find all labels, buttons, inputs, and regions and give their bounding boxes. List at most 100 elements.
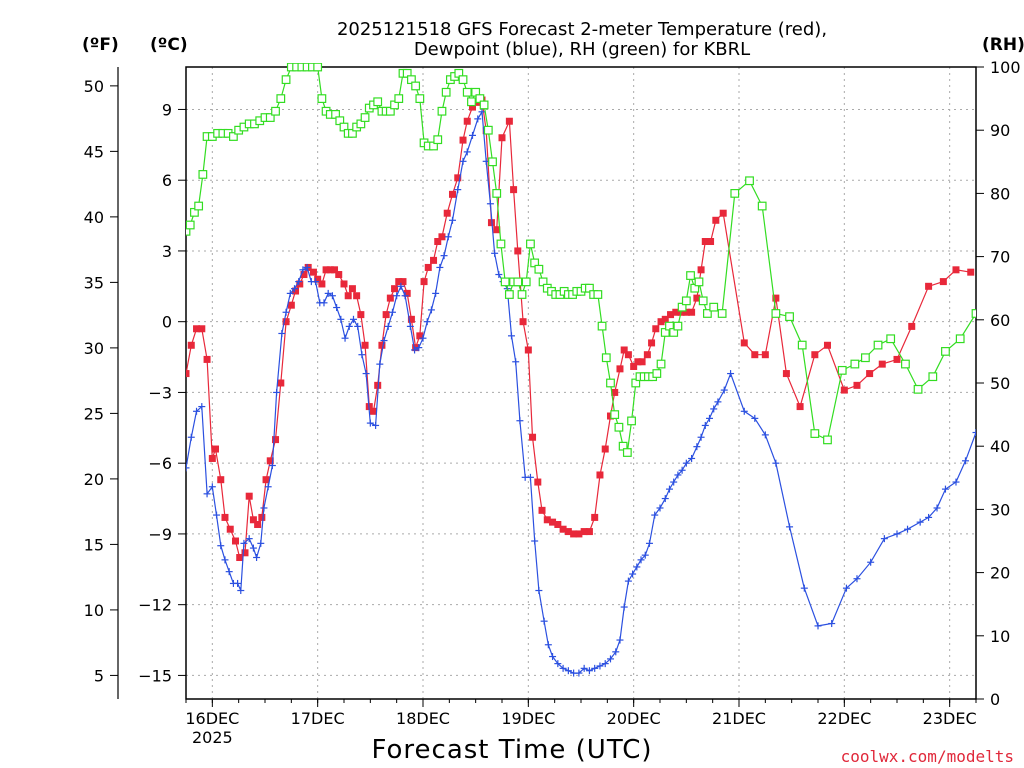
rh-point bbox=[433, 135, 443, 145]
dewpoint-point bbox=[596, 662, 604, 670]
dewpoint-point bbox=[436, 263, 444, 271]
temperature-point bbox=[335, 271, 343, 279]
dewpoint-point bbox=[411, 346, 419, 354]
temperature-point bbox=[186, 370, 190, 378]
plot-frame bbox=[185, 66, 977, 700]
dewpoint-point bbox=[257, 539, 265, 547]
temperature-point bbox=[575, 530, 583, 538]
temperature-point bbox=[322, 266, 330, 274]
temperature-point bbox=[434, 238, 442, 246]
dewpoint-point bbox=[880, 535, 888, 543]
temperature-point bbox=[624, 351, 632, 359]
credit-text: coolwx.com/modelts bbox=[841, 747, 1014, 766]
dewpoint-point bbox=[213, 511, 221, 519]
fahrenheit-tick-label: 15 bbox=[84, 535, 104, 554]
rh-point bbox=[601, 353, 611, 363]
dewpoint-point bbox=[693, 443, 701, 451]
celsius-tick-label: −15 bbox=[138, 666, 172, 685]
dewpoint-point bbox=[688, 454, 696, 462]
rh-point bbox=[709, 302, 719, 312]
temperature-point bbox=[543, 516, 551, 524]
rh-point bbox=[941, 347, 950, 356]
temperature-point bbox=[811, 351, 819, 359]
rh-point bbox=[610, 410, 620, 419]
dewpoint-point bbox=[349, 315, 357, 323]
rh-point bbox=[886, 334, 896, 344]
temperature-point bbox=[853, 381, 861, 389]
dewpoint-point bbox=[526, 473, 534, 481]
dewpoint-point bbox=[867, 558, 875, 566]
rh-point bbox=[698, 296, 708, 306]
rh-point bbox=[652, 369, 662, 378]
temperature-point bbox=[657, 318, 665, 326]
dewpoint-point bbox=[440, 252, 448, 260]
temperature-point bbox=[761, 351, 769, 359]
celsius-tick-label: −3 bbox=[148, 383, 172, 402]
dewpoint-point bbox=[814, 622, 822, 630]
dewpoint-point bbox=[333, 304, 341, 312]
temperature-point bbox=[534, 478, 542, 486]
temperature-point bbox=[454, 174, 462, 182]
temperature-point bbox=[391, 285, 399, 293]
rh-point bbox=[971, 309, 976, 318]
dewpoint-point bbox=[842, 584, 850, 592]
x-tick-label: 16DEC bbox=[185, 709, 239, 728]
dewpoint-point bbox=[800, 584, 808, 592]
rh-point bbox=[757, 201, 767, 211]
dewpoint-point bbox=[282, 308, 290, 316]
temperature-point bbox=[601, 445, 609, 453]
dewpoint-point bbox=[187, 433, 195, 441]
temperature-point bbox=[634, 358, 642, 366]
dewpoint-point bbox=[427, 306, 435, 314]
celsius-tick-label: −9 bbox=[148, 525, 172, 544]
temperature-point bbox=[549, 518, 557, 526]
temperature-point bbox=[287, 301, 295, 309]
dewpoint-point bbox=[495, 271, 503, 279]
dewpoint-point bbox=[463, 148, 471, 156]
x-tick-label: 22DEC bbox=[817, 709, 871, 728]
temperature-point bbox=[559, 525, 567, 533]
x-tick-label: 20DEC bbox=[607, 709, 661, 728]
celsius-tick-label: 3 bbox=[162, 242, 172, 261]
temperature-point bbox=[693, 294, 701, 302]
rh-point bbox=[479, 100, 489, 110]
temperature-point bbox=[241, 549, 249, 557]
dewpoint-point bbox=[952, 478, 960, 486]
temperature-point bbox=[585, 528, 593, 536]
dewpoint-point bbox=[401, 292, 409, 300]
temperature-point bbox=[217, 476, 225, 484]
dewpoint-point bbox=[208, 483, 216, 491]
rh-point bbox=[504, 290, 514, 299]
rh-point bbox=[597, 321, 607, 331]
dewpoint-point bbox=[423, 318, 431, 326]
rh-point bbox=[276, 94, 286, 104]
fahrenheit-tick-label: 30 bbox=[84, 339, 104, 358]
rh-point bbox=[488, 157, 497, 167]
dewpoint-point bbox=[268, 462, 276, 470]
dewpoint-point bbox=[507, 332, 515, 340]
rh-point bbox=[745, 176, 754, 186]
dewpoint-point bbox=[624, 577, 632, 585]
temperature-point bbox=[326, 266, 334, 274]
dewpoint-point bbox=[249, 544, 257, 552]
dewpoint-point bbox=[432, 289, 440, 297]
dewpoint-point bbox=[544, 641, 552, 649]
rh-point bbox=[360, 113, 370, 122]
dewpoint-point bbox=[564, 667, 572, 675]
temperature-point bbox=[203, 355, 211, 363]
temperature-point bbox=[672, 308, 680, 316]
dewpoint-point bbox=[341, 334, 349, 342]
dewpoint-point bbox=[916, 518, 924, 526]
dewpoint-point bbox=[972, 429, 976, 437]
temperature-point bbox=[277, 379, 285, 387]
celsius-tick-label: 6 bbox=[162, 171, 172, 190]
temperature-point bbox=[254, 520, 262, 528]
temperature-point bbox=[318, 280, 326, 288]
dewpoint-point bbox=[366, 419, 374, 427]
dewpoint-point bbox=[661, 495, 669, 503]
rh-point bbox=[483, 125, 493, 135]
temperature-point bbox=[245, 492, 253, 500]
temperature-point bbox=[823, 341, 831, 349]
dewpoint-point bbox=[751, 414, 759, 422]
